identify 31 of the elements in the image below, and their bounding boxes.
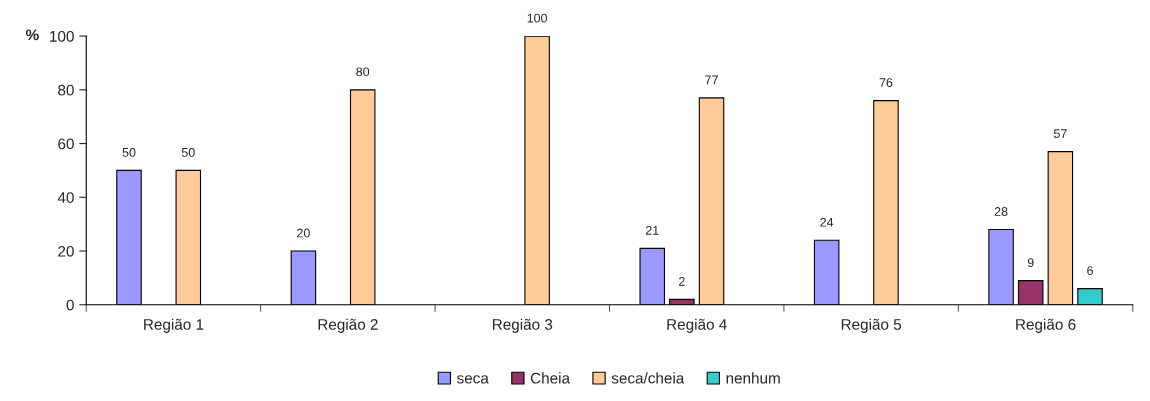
data-label: 100 [527,13,548,23]
data-label: 50 [122,147,136,157]
x-tick-label: Região 6 [1016,318,1076,333]
data-label: 9 [1027,258,1034,267]
legend-label: seca [457,375,489,384]
y-tick-label: 100 [50,30,74,42]
y-tick-label: 20 [58,245,74,257]
x-tick-label: Região 2 [318,318,378,333]
x-tick-label: Região 4 [667,318,727,333]
data-label: 2 [679,276,685,286]
data-label: 6 [1087,266,1093,276]
data-label: 76 [879,78,893,87]
y-tick-label: 40 [57,192,74,203]
data-label: 80 [356,67,370,77]
y-tick-label: 0 [66,299,74,311]
data-label: 21 [645,225,659,235]
data-label: 24 [820,217,834,227]
x-tick-label: Região 1 [144,318,204,333]
data-label: 28 [994,207,1008,216]
x-tick-label: Região 3 [492,318,553,333]
data-label: 57 [1053,129,1067,139]
y-axis-title: % [25,29,39,41]
data-label: 50 [181,147,195,157]
data-label: 77 [705,75,718,85]
legend-label: Cheia [530,372,571,384]
y-tick-label: 60 [58,138,74,150]
legend-label: nenhum [726,372,780,384]
y-tick-label: 80 [58,84,74,96]
x-tick-label: Região 5 [841,318,902,333]
legend-label: seca/cheia [611,372,685,384]
data-label: 20 [297,228,310,238]
